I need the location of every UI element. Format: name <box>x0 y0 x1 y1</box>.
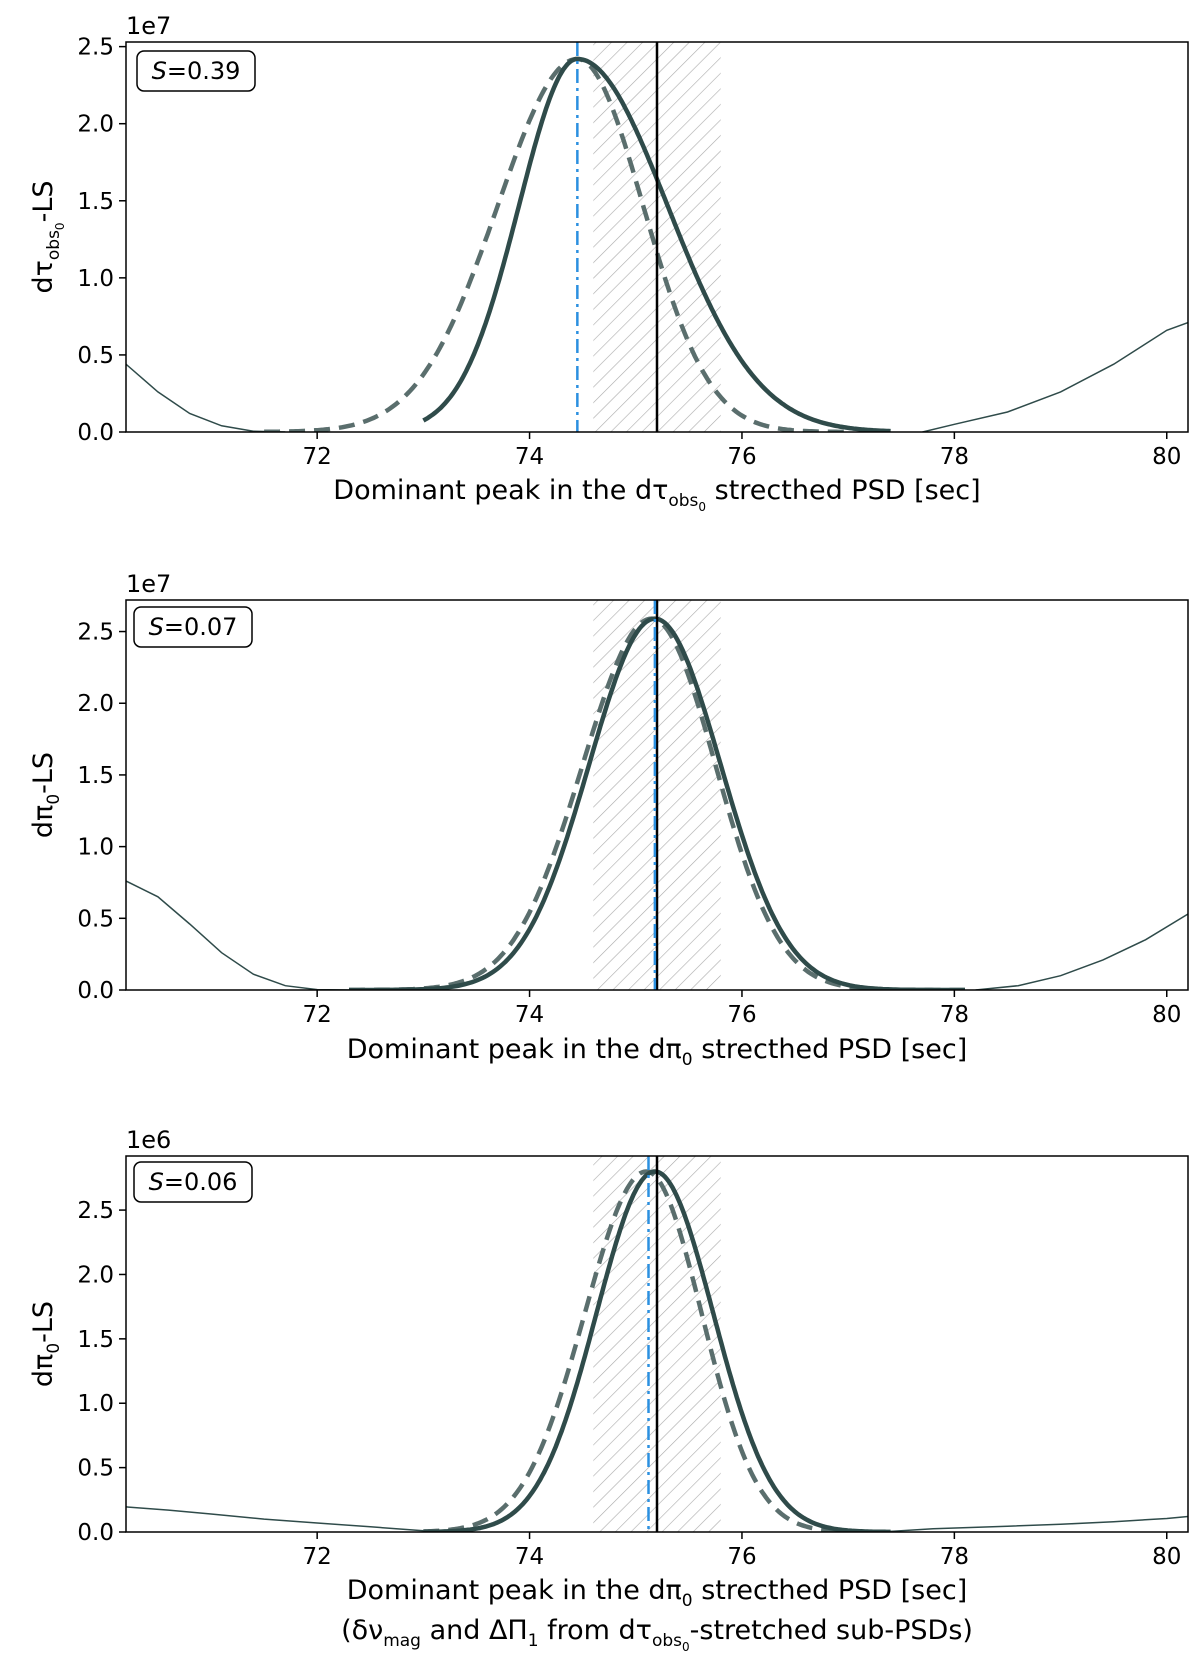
x-tick-label: 76 <box>727 1544 756 1570</box>
x-axis-label-middle: Dominant peak in the dπ0 strecthed PSD [… <box>347 1034 968 1070</box>
x-tick-label: 76 <box>727 444 756 470</box>
x-tick-label: 80 <box>1152 1002 1181 1028</box>
annotation-value: =0.06 <box>164 1168 238 1196</box>
annotation-symbol: S <box>149 1168 164 1196</box>
y-tick-label: 1.0 <box>77 835 114 861</box>
y-tick-label: 1.5 <box>77 189 114 215</box>
plot-area-bottom <box>126 1156 1188 1532</box>
x-tick-label: 76 <box>727 1002 756 1028</box>
panel-bottom: 72 74 76 78 800.00.51.01.52.02.5 1e6 S=0.06 … <box>28 1126 1189 1654</box>
x-tick-label: 78 <box>940 1544 969 1570</box>
axes-frame-top <box>125 41 1189 433</box>
multiplier-label-middle: 1e7 <box>126 570 171 598</box>
y-tick-label: 2.0 <box>77 691 114 717</box>
y-tick-label: 0.5 <box>77 906 114 932</box>
thin-psd-line <box>126 1506 1188 1532</box>
y-tick-label: 0.0 <box>77 1520 114 1546</box>
x-axis-label-bottom: Dominant peak in the dπ0 strecthed PSD [… <box>347 1575 968 1611</box>
ticks-middle: 72 74 76 78 80 0.0 0.5 1.0 1.5 2.0 2.5 <box>77 620 1181 1028</box>
panel-middle: 72 74 76 78 800.00.51.01.52.02.5 1e7 S=0.07 … <box>28 570 1189 1070</box>
x-tick-label: 72 <box>303 1544 332 1570</box>
y-tick-label: 0.0 <box>77 420 114 446</box>
multiplier-label-bottom: 1e6 <box>126 1126 171 1154</box>
annotation-box-middle: S=0.07 <box>133 606 253 648</box>
annotation-box-top: S=0.39 <box>136 50 256 92</box>
panel-top: 72 74 76 78 800.00.51.01.52.02.5 1e7 S=0.39 … <box>28 12 1189 514</box>
y-tick-label: 1.5 <box>77 1327 114 1353</box>
ticks-top: 72 74 76 78 80 0.0 0.5 1.0 1.5 2.0 2.5 <box>77 35 1181 470</box>
y-axis-label-bottom: dπ0-LS <box>28 1301 64 1387</box>
y-tick-label: 0.5 <box>77 1456 114 1482</box>
thin-psd-line <box>126 880 1188 990</box>
y-tick-label: 2.0 <box>77 1262 114 1288</box>
svg-text:S=0.07: S=0.07 <box>149 613 238 641</box>
annotation-box-bottom: S=0.06 <box>133 1161 253 1203</box>
x-tick-label: 74 <box>515 1544 544 1570</box>
x-axis-label-top: Dominant peak in the dτobs0 strecthed PS… <box>333 475 980 514</box>
svg-text:S=0.39: S=0.39 <box>152 57 241 85</box>
x-tick-label: 72 <box>303 444 332 470</box>
x-tick-label: 80 <box>1152 444 1181 470</box>
y-tick-label: 1.0 <box>77 266 114 292</box>
y-tick-label: 2.5 <box>77 620 114 646</box>
annotation-symbol: S <box>152 57 167 85</box>
ticks-bottom: 72 74 76 78 80 0.0 0.5 1.0 1.5 2.0 2.5 <box>77 1198 1181 1570</box>
annotation-symbol: S <box>149 613 164 641</box>
x-tick-label: 74 <box>515 1002 544 1028</box>
y-axis-label-middle: dπ0-LS <box>28 752 64 838</box>
y-tick-label: 2.5 <box>77 35 114 61</box>
x-tick-label: 78 <box>940 444 969 470</box>
axes-frame-bottom <box>125 1155 1189 1533</box>
y-tick-label: 0.5 <box>77 343 114 369</box>
x-tick-label: 72 <box>303 1002 332 1028</box>
x-tick-label: 74 <box>515 444 544 470</box>
svg-text:S=0.06: S=0.06 <box>149 1168 238 1196</box>
x-axis-label-bottom-line2: (δνmag and ΔΠ1 from dτobs0-stretched sub… <box>341 1615 973 1654</box>
x-tick-label: 80 <box>1152 1544 1181 1570</box>
plot-area-top <box>126 42 1188 432</box>
dashed-psd-curve <box>264 56 849 432</box>
y-tick-label: 1.5 <box>77 763 114 789</box>
y-tick-label: 0.0 <box>77 978 114 1004</box>
annotation-value: =0.39 <box>167 57 241 85</box>
y-tick-label: 2.5 <box>77 1198 114 1224</box>
y-axis-label-top: dτobs0-LS <box>28 180 67 293</box>
plot-area-middle <box>126 600 1188 990</box>
y-tick-label: 1.0 <box>77 1391 114 1417</box>
x-tick-label: 78 <box>940 1002 969 1028</box>
annotation-value: =0.07 <box>164 613 238 641</box>
multiplier-label-top: 1e7 <box>126 12 171 40</box>
axes-frame-middle <box>125 599 1189 991</box>
y-tick-label: 2.0 <box>77 112 114 138</box>
